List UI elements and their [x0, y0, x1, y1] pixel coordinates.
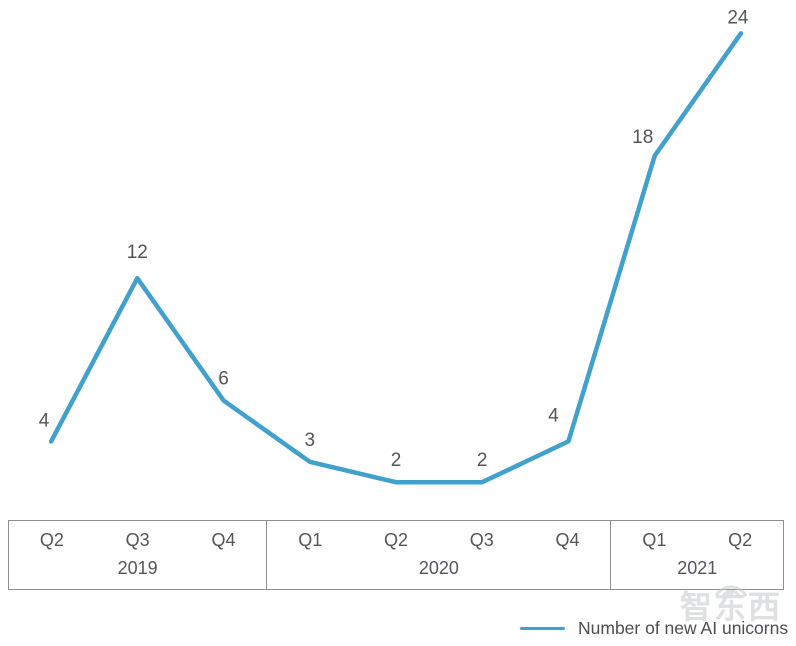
data-point-label: 24	[727, 7, 749, 28]
axis-tick-label: Q1	[642, 530, 667, 550]
legend-label: Number of new AI unicorns	[578, 618, 789, 638]
data-point-label: 2	[391, 450, 402, 471]
data-point-label: 12	[127, 242, 148, 263]
quarter-row: Q2 Q3 Q4	[9, 530, 266, 551]
axis-tick-label: Q4	[555, 530, 580, 550]
data-point-label: 6	[218, 369, 229, 390]
quarter-row: Q1 Q2	[611, 530, 783, 551]
axis-year-label: 2021	[677, 558, 718, 578]
axis-tick-label: Q4	[211, 530, 236, 550]
axis-section-2021: Q1 Q2 2021	[610, 521, 783, 589]
axis-tick-label: Q2	[728, 530, 753, 550]
data-point-label: 3	[305, 430, 316, 451]
legend: Number of new AI unicorns	[520, 618, 788, 639]
data-point-label: 4	[548, 405, 559, 426]
axis-section-2020: Q1 Q2 Q3 Q4 2020	[266, 521, 610, 589]
series-line	[48, 31, 744, 485]
axis-tick-label: Q2	[39, 530, 64, 550]
data-point-label: 2	[477, 450, 488, 471]
data-point-label: 18	[632, 127, 653, 148]
axis-tick-label: Q2	[383, 530, 408, 550]
data-point-label: 4	[39, 410, 50, 431]
x-axis-table: Q2 Q3 Q4 2019 Q1 Q2 Q3 Q4 2020 Q1 Q2 2021	[8, 520, 784, 590]
axis-year-label: 2020	[418, 558, 459, 578]
axis-section-2019: Q2 Q3 Q4 2019	[9, 521, 266, 589]
quarter-row: Q1 Q2 Q3 Q4	[267, 530, 610, 551]
axis-tick-label: Q3	[469, 530, 494, 550]
axis-tick-label: Q1	[298, 530, 323, 550]
axis-year-label: 2019	[117, 558, 158, 578]
axis-tick-label: Q3	[125, 530, 150, 550]
legend-line-swatch	[520, 627, 565, 630]
